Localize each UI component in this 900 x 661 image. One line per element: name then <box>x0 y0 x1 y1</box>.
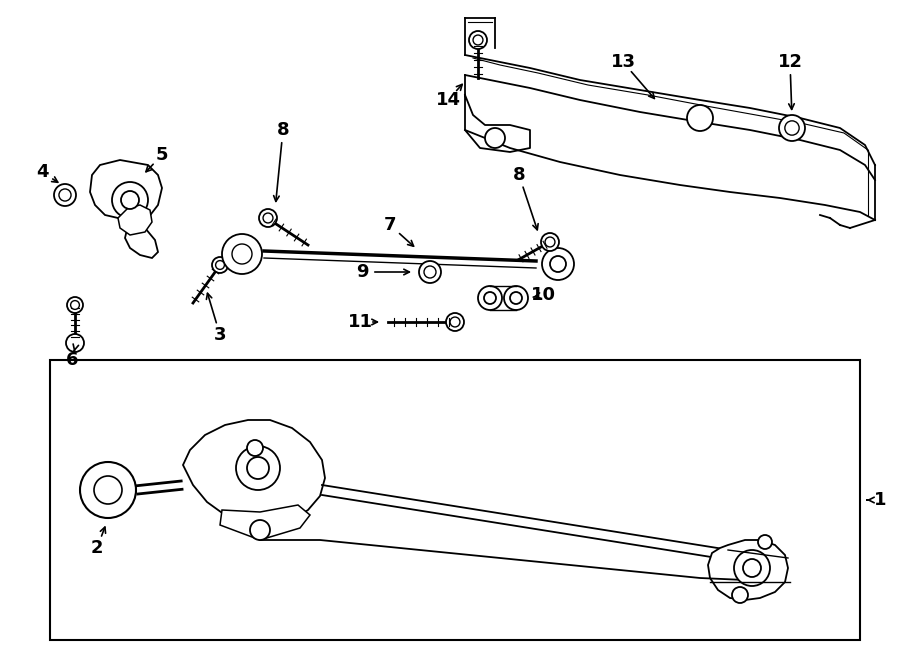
Circle shape <box>424 266 436 278</box>
Circle shape <box>54 184 76 206</box>
Circle shape <box>250 520 270 540</box>
Circle shape <box>59 189 71 201</box>
Text: 7: 7 <box>383 216 396 234</box>
Polygon shape <box>90 160 162 258</box>
Circle shape <box>94 476 122 504</box>
Polygon shape <box>708 540 788 600</box>
Circle shape <box>785 121 799 135</box>
Circle shape <box>222 234 262 274</box>
Circle shape <box>469 31 487 49</box>
Circle shape <box>541 233 559 251</box>
Text: 1: 1 <box>874 491 886 509</box>
Circle shape <box>758 535 772 549</box>
Circle shape <box>247 440 263 456</box>
Circle shape <box>545 237 555 247</box>
Circle shape <box>232 244 252 264</box>
Circle shape <box>485 128 505 148</box>
Circle shape <box>504 286 528 310</box>
Text: 9: 9 <box>356 263 368 281</box>
Text: 6: 6 <box>66 351 78 369</box>
Circle shape <box>446 313 464 331</box>
Text: 12: 12 <box>778 53 803 71</box>
Circle shape <box>550 256 566 272</box>
Circle shape <box>450 317 460 327</box>
Text: 8: 8 <box>276 121 289 139</box>
Polygon shape <box>220 505 310 540</box>
Circle shape <box>734 550 770 586</box>
Circle shape <box>66 334 84 352</box>
Circle shape <box>510 292 522 304</box>
Circle shape <box>687 105 713 131</box>
Circle shape <box>484 292 496 304</box>
Circle shape <box>259 209 277 227</box>
Circle shape <box>216 260 224 270</box>
Circle shape <box>212 257 228 273</box>
Circle shape <box>112 182 148 218</box>
Text: 11: 11 <box>347 313 373 331</box>
Circle shape <box>121 191 139 209</box>
Circle shape <box>263 213 273 223</box>
Text: 5: 5 <box>156 146 168 164</box>
Circle shape <box>779 115 805 141</box>
Circle shape <box>70 301 79 309</box>
Text: 8: 8 <box>513 166 526 184</box>
Circle shape <box>542 248 574 280</box>
Text: 13: 13 <box>610 53 635 71</box>
Circle shape <box>419 261 441 283</box>
Circle shape <box>80 462 136 518</box>
Circle shape <box>247 457 269 479</box>
Circle shape <box>743 559 761 577</box>
Polygon shape <box>183 420 325 525</box>
Circle shape <box>236 446 280 490</box>
Circle shape <box>67 297 83 313</box>
Circle shape <box>478 286 502 310</box>
Circle shape <box>732 587 748 603</box>
Text: 4: 4 <box>36 163 49 181</box>
Text: 14: 14 <box>436 91 461 109</box>
Text: 3: 3 <box>214 326 226 344</box>
Circle shape <box>473 35 483 45</box>
Text: 10: 10 <box>530 286 555 304</box>
Bar <box>50 360 860 640</box>
Text: 2: 2 <box>91 539 104 557</box>
Polygon shape <box>118 205 152 235</box>
